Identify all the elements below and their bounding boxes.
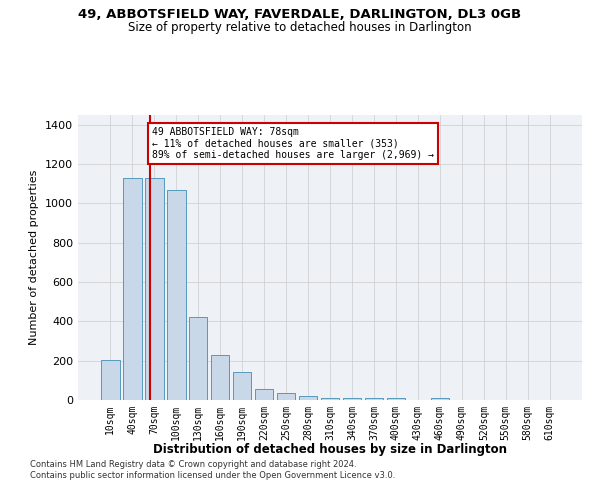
Bar [365,398,383,400]
Bar [233,372,251,400]
Y-axis label: Number of detached properties: Number of detached properties [29,170,40,345]
Text: 49 ABBOTSFIELD WAY: 78sqm
← 11% of detached houses are smaller (353)
89% of semi: 49 ABBOTSFIELD WAY: 78sqm ← 11% of detac… [152,127,434,160]
Bar [145,178,164,400]
Bar [299,396,317,400]
Bar [431,398,449,400]
Bar [123,178,142,400]
Bar [167,190,185,400]
Bar [386,398,405,400]
Text: Size of property relative to detached houses in Darlington: Size of property relative to detached ho… [128,21,472,34]
Bar [255,389,274,400]
Bar [101,360,119,400]
Bar [277,393,295,400]
Text: 49, ABBOTSFIELD WAY, FAVERDALE, DARLINGTON, DL3 0GB: 49, ABBOTSFIELD WAY, FAVERDALE, DARLINGT… [79,8,521,20]
Bar [343,398,361,400]
Text: Contains HM Land Registry data © Crown copyright and database right 2024.: Contains HM Land Registry data © Crown c… [30,460,356,469]
Bar [189,318,208,400]
Bar [320,398,340,400]
Text: Distribution of detached houses by size in Darlington: Distribution of detached houses by size … [153,442,507,456]
Text: Contains public sector information licensed under the Open Government Licence v3: Contains public sector information licen… [30,471,395,480]
Bar [211,355,229,400]
